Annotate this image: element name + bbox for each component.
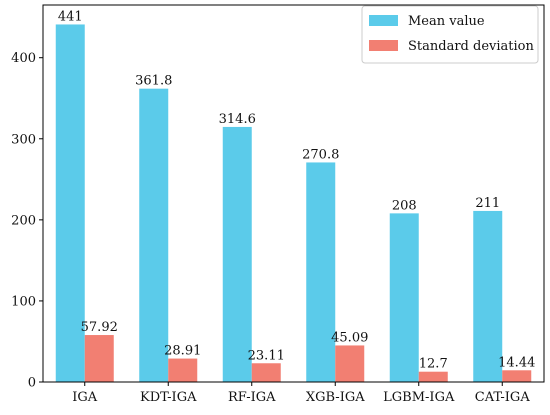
y-tick-label: 400 (11, 51, 36, 66)
data-label-mean-lgbm-iga: 208 (392, 198, 417, 213)
bar-std-cat-iga (502, 370, 532, 382)
plot-frame (42, 4, 545, 383)
legend-swatch-std (369, 40, 398, 51)
x-tick-label-cat-iga: CAT-IGA (475, 390, 531, 405)
bars-layer (55, 24, 532, 383)
data-label-std-cat-iga: 14.44 (498, 355, 535, 370)
data-label-mean-rf-iga: 314.6 (219, 112, 256, 127)
x-tick-label-kdt-iga: KDT-IGA (140, 390, 197, 405)
legend-label-std: Standard deviation (408, 39, 534, 54)
legend-label-mean: Mean value (408, 14, 485, 29)
legend-swatch-mean (369, 15, 398, 26)
data-label-mean-kdt-iga: 361.8 (135, 74, 172, 89)
legend: Mean value Standard deviation (361, 5, 539, 64)
bar-mean-lgbm-iga (389, 213, 419, 382)
y-tick-label: 200 (11, 213, 36, 228)
data-label-std-iga: 57.92 (81, 320, 118, 335)
data-label-std-kdt-iga: 28.91 (164, 344, 201, 359)
data-label-std-lgbm-iga: 12.7 (419, 357, 448, 372)
bar-std-xgb-iga (335, 345, 365, 382)
bar-mean-iga (55, 24, 85, 382)
x-tick-label-iga: IGA (72, 390, 98, 405)
bar-mean-cat-iga (473, 210, 503, 382)
legend-box (361, 5, 539, 64)
bar-mean-rf-iga (222, 126, 252, 383)
bar-mean-kdt-iga (139, 88, 169, 382)
x-tick-label-xgb-iga: XGB-IGA (306, 390, 365, 405)
bar-std-kdt-iga (168, 358, 198, 382)
data-label-mean-cat-iga: 211 (475, 196, 500, 211)
bar-std-rf-iga (251, 363, 281, 382)
axes-layer: 0 100 200 300 400 IGA KDT-IGA RF-IGA XGB-IGA LGBM… (11, 4, 545, 405)
data-label-mean-xgb-iga: 270.8 (302, 147, 339, 162)
bar-mean-xgb-iga (306, 162, 336, 382)
data-label-std-xgb-iga: 45.09 (331, 330, 368, 345)
data-label-std-rf-iga: 23.11 (248, 348, 285, 363)
y-tick-label: 300 (11, 132, 36, 147)
y-tick-label: 0 (28, 376, 36, 391)
x-tick-label-rf-iga: RF-IGA (228, 390, 276, 405)
bar-std-lgbm-iga (418, 371, 448, 382)
y-tick-label: 100 (11, 294, 36, 309)
data-label-mean-iga: 441 (58, 9, 83, 24)
x-tick-label-lgbm-iga: LGBM-IGA (383, 390, 455, 405)
bar-std-iga (84, 335, 114, 382)
data-labels-layer: 441 57.92 361.8 28.91 314.6 23.11 270.8 45.09 20… (58, 9, 536, 371)
